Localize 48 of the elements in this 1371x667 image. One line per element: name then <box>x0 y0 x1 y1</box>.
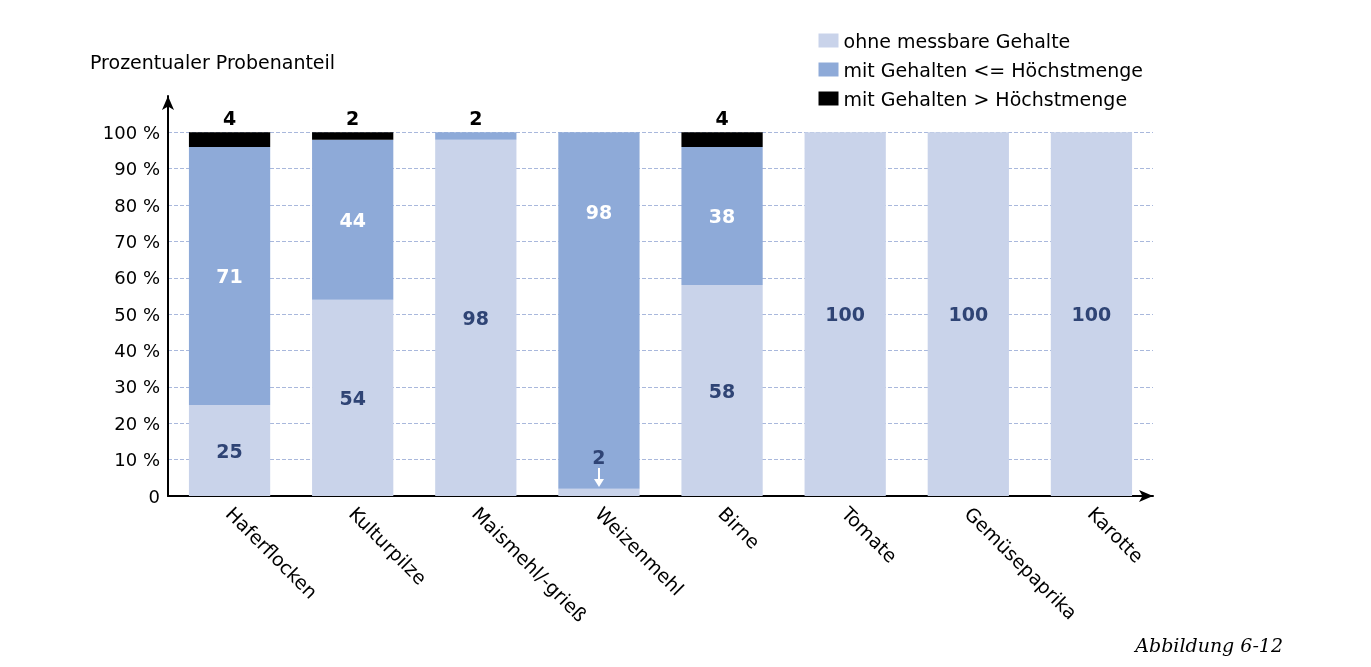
data-label: 44 <box>339 208 366 231</box>
y-tick-label: 60 % <box>114 267 160 289</box>
bar <box>188 132 271 147</box>
bar <box>188 405 271 496</box>
y-tick-label: 20 % <box>114 412 160 434</box>
data-label: 2 <box>592 446 606 469</box>
bar <box>681 132 763 147</box>
data-label: 4 <box>222 106 237 129</box>
data-label: 71 <box>216 265 243 287</box>
legend-label: ohne messbare Gehalte <box>843 29 1071 52</box>
bar <box>558 488 640 496</box>
data-label: 100 <box>825 303 866 326</box>
y-axis-title: Prozentualer Probenanteil <box>90 50 336 73</box>
bar <box>312 132 394 140</box>
bar <box>681 285 763 496</box>
data-label: 98 <box>462 306 490 329</box>
data-label: 2 <box>346 106 360 129</box>
bar <box>435 139 517 496</box>
bar <box>312 299 394 496</box>
data-label: 54 <box>339 386 366 409</box>
y-tick-label: 10 % <box>114 449 160 471</box>
y-tick-label: 70 % <box>114 230 160 252</box>
y-tick-label: 30 % <box>114 376 160 398</box>
bar <box>188 146 271 406</box>
legend-label: mit Gehalten <= Höchstmenge <box>843 58 1144 81</box>
data-label: 98 <box>585 200 613 223</box>
data-label: 4 <box>715 106 729 129</box>
text: Abbildung 6-12 <box>1133 633 1284 656</box>
data-label: 58 <box>708 379 736 402</box>
y-tick-label: 0 <box>148 485 160 507</box>
y-tick-label: 100 % <box>102 121 160 143</box>
bar <box>312 139 394 300</box>
y-tick-label: 40 % <box>114 340 160 362</box>
y-tick-label: 50 % <box>114 303 160 325</box>
bar <box>1050 132 1133 496</box>
bar <box>927 132 1009 496</box>
bar <box>804 132 886 496</box>
y-tick-label: 90 % <box>114 158 160 180</box>
data-label: 2 <box>469 106 483 129</box>
bar <box>681 146 763 286</box>
data-label: 100 <box>948 303 989 326</box>
y-tick-label: 80 % <box>114 194 160 216</box>
data-label: 25 <box>216 439 243 462</box>
data-label: 100 <box>1071 303 1112 326</box>
bar <box>435 132 517 140</box>
bar <box>558 132 640 489</box>
data-label: 38 <box>708 205 736 227</box>
legend-label: mit Gehalten > Höchstmenge <box>843 87 1128 110</box>
